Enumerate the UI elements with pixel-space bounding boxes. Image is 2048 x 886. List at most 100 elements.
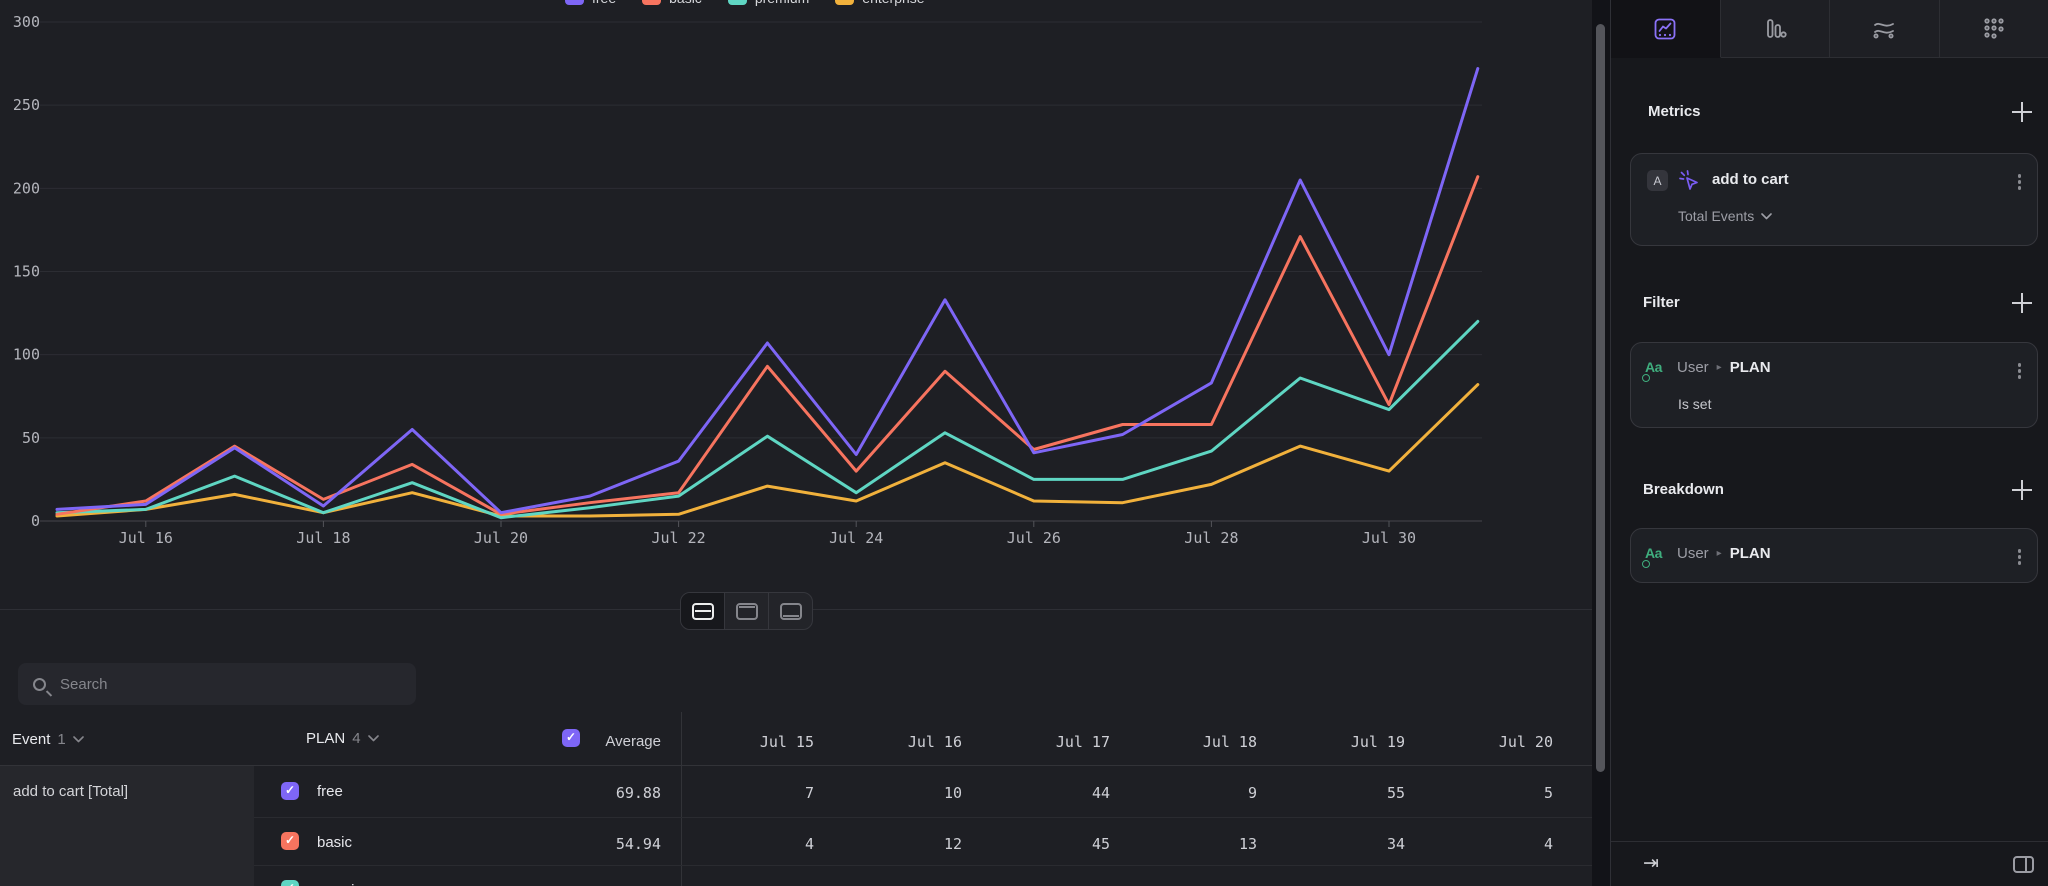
breakdown-property: PLAN xyxy=(1729,545,1771,562)
add-breakdown-button[interactable] xyxy=(2010,478,2034,502)
text-property-icon: Aa xyxy=(1642,545,1669,568)
date-column-header: Jul 18 xyxy=(1202,733,1257,751)
x-axis-label: Jul 24 xyxy=(829,529,883,547)
add-filter-button[interactable] xyxy=(2010,291,2034,315)
layout-toggle-group xyxy=(680,592,813,630)
x-axis-label: Jul 30 xyxy=(1362,529,1416,547)
date-column-header: Jul 16 xyxy=(907,733,962,751)
row-value: 34 xyxy=(1386,835,1405,853)
chevron-down-icon xyxy=(367,734,379,741)
layout-table-button[interactable] xyxy=(769,593,812,629)
chart-legend: free basic premium enterprise xyxy=(565,0,925,6)
row-value: 4 xyxy=(1543,835,1553,853)
tab-retention[interactable] xyxy=(1939,0,2048,58)
filter-entity: User xyxy=(1677,359,1709,376)
breakdown-property-breadcrumb: User ▸ PLAN xyxy=(1677,545,1771,562)
scrollbar-thumb[interactable] xyxy=(1596,24,1605,772)
legend-label: free xyxy=(592,0,616,6)
plan-select-all-checkbox[interactable] xyxy=(562,729,580,747)
filter-card[interactable]: Aa User ▸ PLAN Is set xyxy=(1630,342,2038,428)
series-line-enterprise xyxy=(55,383,1480,518)
flows-icon xyxy=(1873,22,1895,38)
row-average: 33.00 xyxy=(531,883,661,886)
table-row[interactable]: premium 33.00 5 7 27 5 23 2 xyxy=(0,866,1592,886)
y-axis-label: 150 xyxy=(13,263,40,281)
header-divider xyxy=(0,765,1592,766)
breakdown-card[interactable]: Aa User ▸ PLAN xyxy=(1630,528,2038,583)
date-column-header: Jul 19 xyxy=(1350,733,1405,751)
metric-card[interactable]: A add to cart Total Events xyxy=(1630,153,2038,246)
filter-options-icon[interactable] xyxy=(2017,363,2021,379)
tab-flows[interactable] xyxy=(1830,0,1940,58)
row-value: 5 xyxy=(684,883,814,886)
legend-label: premium xyxy=(755,0,809,6)
metric-series-badge: A xyxy=(1647,170,1668,191)
legend-item-enterprise[interactable]: enterprise xyxy=(835,0,925,6)
tab-bar-chart[interactable] xyxy=(1720,0,1830,58)
x-axis-label: Jul 18 xyxy=(296,529,350,547)
row-value: 23 xyxy=(1275,883,1405,886)
table-focus-icon xyxy=(779,602,802,620)
query-sidebar: Metrics A add to cart Total Events Filte… xyxy=(1610,0,2048,886)
row-value: 7 xyxy=(832,883,962,886)
row-checkbox[interactable] xyxy=(281,880,299,886)
row-value: 44 xyxy=(1091,784,1110,802)
metric-measure-dropdown[interactable]: Total Events xyxy=(1678,208,1773,224)
y-axis-label: 50 xyxy=(22,429,40,447)
row-label: basic xyxy=(317,834,353,851)
row-checkbox[interactable] xyxy=(281,832,299,850)
row-value: 12 xyxy=(943,835,962,853)
tab-insights[interactable] xyxy=(1611,0,1721,58)
legend-color-chip xyxy=(835,0,855,5)
layout-split-button[interactable] xyxy=(681,593,725,629)
table-row[interactable]: free 69.88 7 10 44 9 55 5 xyxy=(0,766,1592,817)
metric-options-icon[interactable] xyxy=(2017,174,2021,190)
add-metric-button[interactable] xyxy=(2010,100,2034,124)
sidebar-footer: ⇥ xyxy=(1611,841,2048,886)
breakdown-options-icon[interactable] xyxy=(2017,549,2021,565)
breakdown-entity: User xyxy=(1677,545,1709,562)
row-checkbox[interactable] xyxy=(281,782,299,800)
row-divider xyxy=(254,865,1592,866)
scrollbar-track[interactable] xyxy=(1592,0,1610,886)
event-click-icon xyxy=(1679,170,1698,190)
column-divider xyxy=(681,712,682,886)
legend-item-premium[interactable]: premium xyxy=(727,0,809,6)
row-divider xyxy=(254,817,1592,818)
legend-color-chip xyxy=(727,0,747,5)
legend-item-free[interactable]: free xyxy=(565,0,616,6)
layout-columns-icon[interactable] xyxy=(2013,856,2034,873)
y-axis-label: 200 xyxy=(13,179,40,197)
row-value: 55 xyxy=(1386,784,1405,802)
row-value: 5 xyxy=(1543,784,1553,802)
value-columns-header: Average Jul 15 Jul 16 Jul 17 Jul 18 Jul … xyxy=(0,733,1592,753)
filter-operator[interactable]: Is set xyxy=(1678,396,1711,412)
series-line-free xyxy=(55,67,1480,515)
event-count: 1 xyxy=(57,731,66,748)
x-axis-label: Jul 16 xyxy=(119,529,173,547)
layout-chart-button[interactable] xyxy=(725,593,769,629)
legend-color-chip xyxy=(642,0,662,5)
y-axis-label: 100 xyxy=(13,346,40,364)
breakdown-table-section: Event 1 PLAN 4 Average Jul 15 Jul 16 Jul… xyxy=(0,610,1592,886)
collapse-sidebar-icon[interactable]: ⇥ xyxy=(1643,853,1659,874)
breakdown-heading: Breakdown xyxy=(1643,481,1724,498)
event-cell[interactable]: add to cart [Total] xyxy=(0,766,254,886)
date-column-header: Jul 17 xyxy=(1055,733,1110,751)
y-axis-label: 0 xyxy=(31,512,40,530)
series-line-basic xyxy=(55,175,1480,516)
search-box[interactable] xyxy=(18,663,416,705)
plan-column-header[interactable]: PLAN 4 xyxy=(281,729,580,747)
row-value: 45 xyxy=(1091,835,1110,853)
legend-color-chip xyxy=(565,0,584,5)
filter-heading: Filter xyxy=(1643,294,1680,311)
row-average: 54.94 xyxy=(615,835,661,853)
event-column-header[interactable]: Event 1 xyxy=(12,731,84,748)
row-value: 5 xyxy=(1127,883,1257,886)
filter-operator-label: Is set xyxy=(1678,396,1712,412)
search-input[interactable] xyxy=(60,675,380,693)
legend-item-basic[interactable]: basic xyxy=(642,0,702,6)
search-icon xyxy=(33,677,46,691)
table-row[interactable]: basic 54.94 4 12 45 13 34 4 xyxy=(0,818,1592,866)
